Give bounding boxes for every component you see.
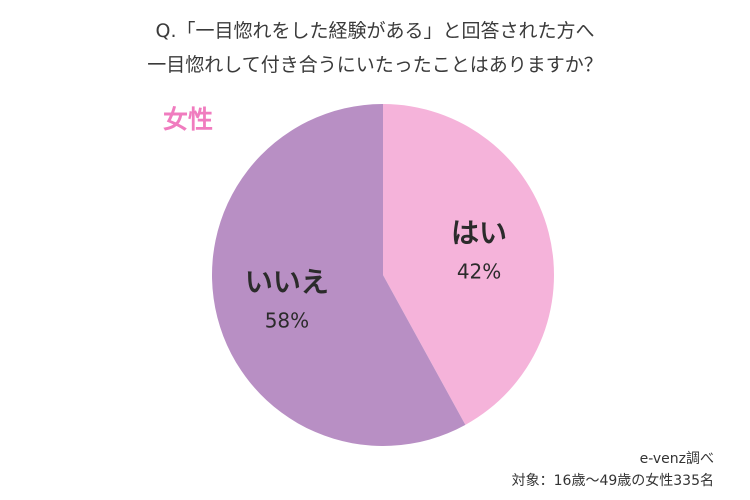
title-line-1: Q.「一目惚れをした経験がある」と回答された方へ bbox=[155, 20, 595, 42]
pie-slice-1 bbox=[383, 104, 554, 425]
pie-slice-2 bbox=[211, 104, 466, 446]
title-line-2: 一目惚れして付き合うにいたったことはありますか？ bbox=[147, 54, 603, 76]
source-note: e-venz調べ 対象：16歳〜49歳の女性335名 bbox=[512, 448, 714, 492]
slice-value-label: 42% bbox=[457, 259, 501, 283]
source-line-1: e-venz調べ bbox=[639, 451, 714, 467]
group-label: 女性 bbox=[163, 105, 214, 134]
source-line-2: 対象：16歳〜49歳の女性335名 bbox=[511, 473, 714, 489]
slice-category-label: いいえ bbox=[245, 266, 329, 299]
chart-title: Q.「一目惚れをした経験がある」と回答された方へ 一目惚れして付き合うにいたった… bbox=[0, 14, 750, 82]
slice-value-label: 58% bbox=[265, 309, 309, 333]
slice-category-label: はい bbox=[451, 216, 507, 249]
